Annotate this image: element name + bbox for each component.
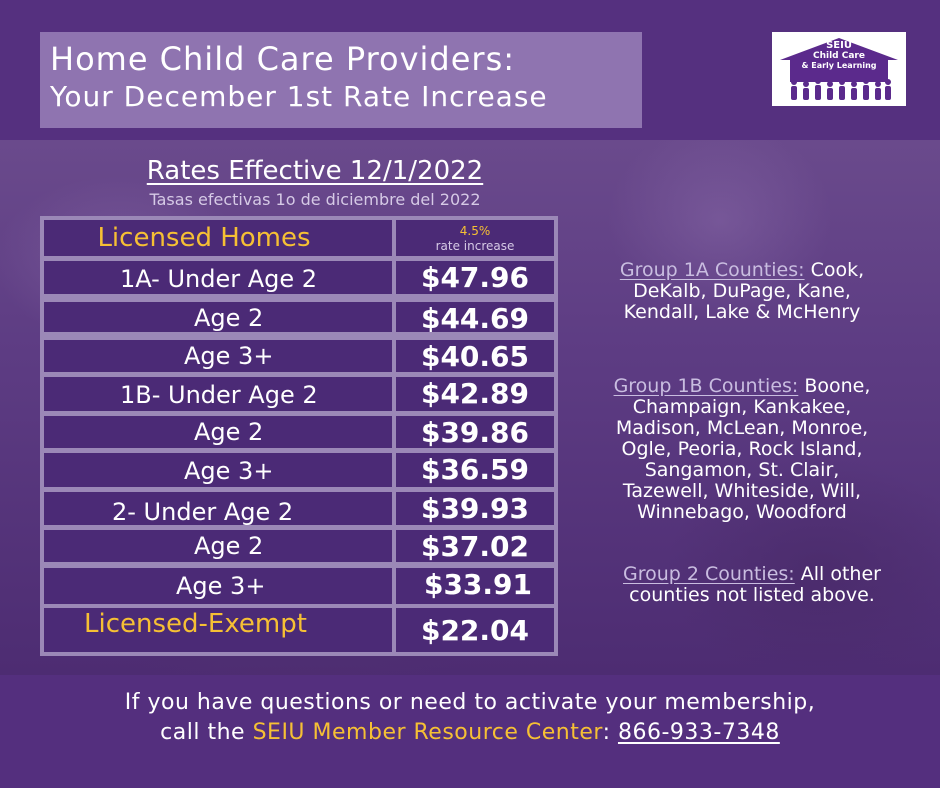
title-line-1: Home Child Care Providers: — [50, 40, 516, 78]
county-line: Kendall, Lake & McHenry — [623, 301, 861, 323]
county-text: Boone, — [798, 375, 871, 397]
table-row-value: $40.65 — [396, 340, 554, 372]
title-line-2: Your December 1st Rate Increase — [50, 80, 548, 113]
county-line: Ogle, Peoria, Rock Island, — [621, 438, 863, 460]
footer-line-2: call the SEIU Member Resource Center: 86… — [0, 720, 940, 745]
row-label-text: Age 2 — [194, 418, 264, 446]
row-label-text: 2- Under Age 2 — [112, 498, 294, 525]
table-header-label: Licensed Homes — [44, 220, 392, 256]
table-row-value: $47.96 — [396, 261, 554, 294]
row-label-text: Age 2 — [194, 532, 264, 560]
table-header-increase: 4.5% rate increase — [396, 220, 554, 256]
footer-separator: : — [602, 720, 618, 745]
county-line: Group 1B Counties: Boone, — [572, 376, 912, 397]
table-row-label: Age 2 — [44, 416, 392, 448]
table-row-value: $42.89 — [396, 377, 554, 411]
house-icon — [780, 38, 898, 82]
logo-line-2: Child Care — [813, 51, 865, 61]
title-box — [40, 32, 642, 128]
resource-center-name: SEIU Member Resource Center — [252, 720, 603, 745]
row-label-text: 1A- Under Age 2 — [120, 265, 318, 293]
logo-line-1: SEIU — [826, 40, 852, 51]
table-row-value: $44.69 — [396, 302, 554, 332]
table-row-label: Licensed-Exempt — [44, 608, 392, 652]
table-row-value: $39.93 — [396, 492, 554, 525]
county-line: Group 2 Counties: All other — [582, 564, 922, 585]
group-1a-counties: Group 1A Counties: Cook, DeKalb, DuPage,… — [572, 260, 912, 323]
phone-number-link[interactable]: 866-933-7348 — [617, 720, 780, 745]
row-label-text: 1B- Under Age 2 — [120, 381, 318, 409]
table-row-label: 2- Under Age 2 — [44, 492, 392, 525]
table-row-value: $39.86 — [396, 416, 554, 448]
table-row-label: Age 2 — [44, 302, 392, 332]
table-header-label-text: Licensed Homes — [97, 223, 311, 253]
county-line: Madison, McLean, Monroe, — [615, 417, 869, 439]
footer-line-1: If you have questions or need to activat… — [124, 690, 816, 715]
rates-subheading: Tasas efectivas 1o de diciembre del 2022 — [149, 190, 481, 209]
county-line: counties not listed above. — [629, 584, 875, 606]
logo-line-3: & Early Learning — [801, 61, 877, 70]
table-row-label: 1A- Under Age 2 — [44, 261, 392, 294]
table-row-value: $36.59 — [396, 453, 554, 487]
row-label-text: Age 3+ — [176, 572, 266, 600]
county-line: Winnebago, Woodford — [637, 501, 847, 523]
county-line: DeKalb, DuPage, Kane, — [633, 280, 851, 302]
rates-table: Licensed Homes 4.5% rate increase 1A- Un… — [40, 216, 558, 656]
group-1b-counties: Group 1B Counties: Boone, Champaign, Kan… — [572, 376, 912, 523]
group-2-counties: Group 2 Counties: All other counties not… — [582, 564, 922, 606]
group-1a-heading: Group 1A Counties: — [619, 259, 805, 281]
table-row-label: Age 3+ — [44, 453, 392, 487]
seiu-logo: SEIU Child Care & Early Learning — [772, 32, 906, 106]
row-label-text: Licensed-Exempt — [84, 609, 307, 639]
table-row-value: $37.02 — [396, 530, 554, 562]
footer-prefix: call the — [160, 720, 253, 745]
rates-heading: Rates Effective 12/1/2022 — [146, 156, 484, 186]
rate-increase-percent: 4.5% — [459, 224, 491, 238]
footer-band — [0, 675, 940, 788]
county-line: Sangamon, St. Clair, — [644, 459, 840, 481]
county-line: Group 1A Counties: Cook, — [572, 260, 912, 281]
county-line: Tazewell, Whiteside, Will, — [622, 480, 862, 502]
county-line: Champaign, Kankakee, — [632, 396, 852, 418]
county-text: Cook, — [804, 259, 865, 281]
row-label-text: Age 3+ — [184, 457, 274, 485]
group-2-heading: Group 2 Counties: — [623, 563, 795, 585]
table-row-label: 1B- Under Age 2 — [44, 377, 392, 411]
table-row-value: $22.04 — [396, 608, 554, 652]
row-label-text: Age 3+ — [184, 342, 274, 370]
children-icon — [791, 78, 891, 100]
row-label-text: Age 2 — [194, 304, 264, 332]
county-text: All other — [794, 563, 881, 585]
rate-increase-note: rate increase — [435, 239, 515, 253]
table-row-label: Age 3+ — [44, 340, 392, 372]
table-row-label: Age 3+ — [44, 568, 392, 604]
group-1b-heading: Group 1B Counties: — [613, 375, 799, 397]
table-row-label: Age 2 — [44, 530, 392, 562]
table-row-value: $33.91 — [396, 568, 554, 604]
